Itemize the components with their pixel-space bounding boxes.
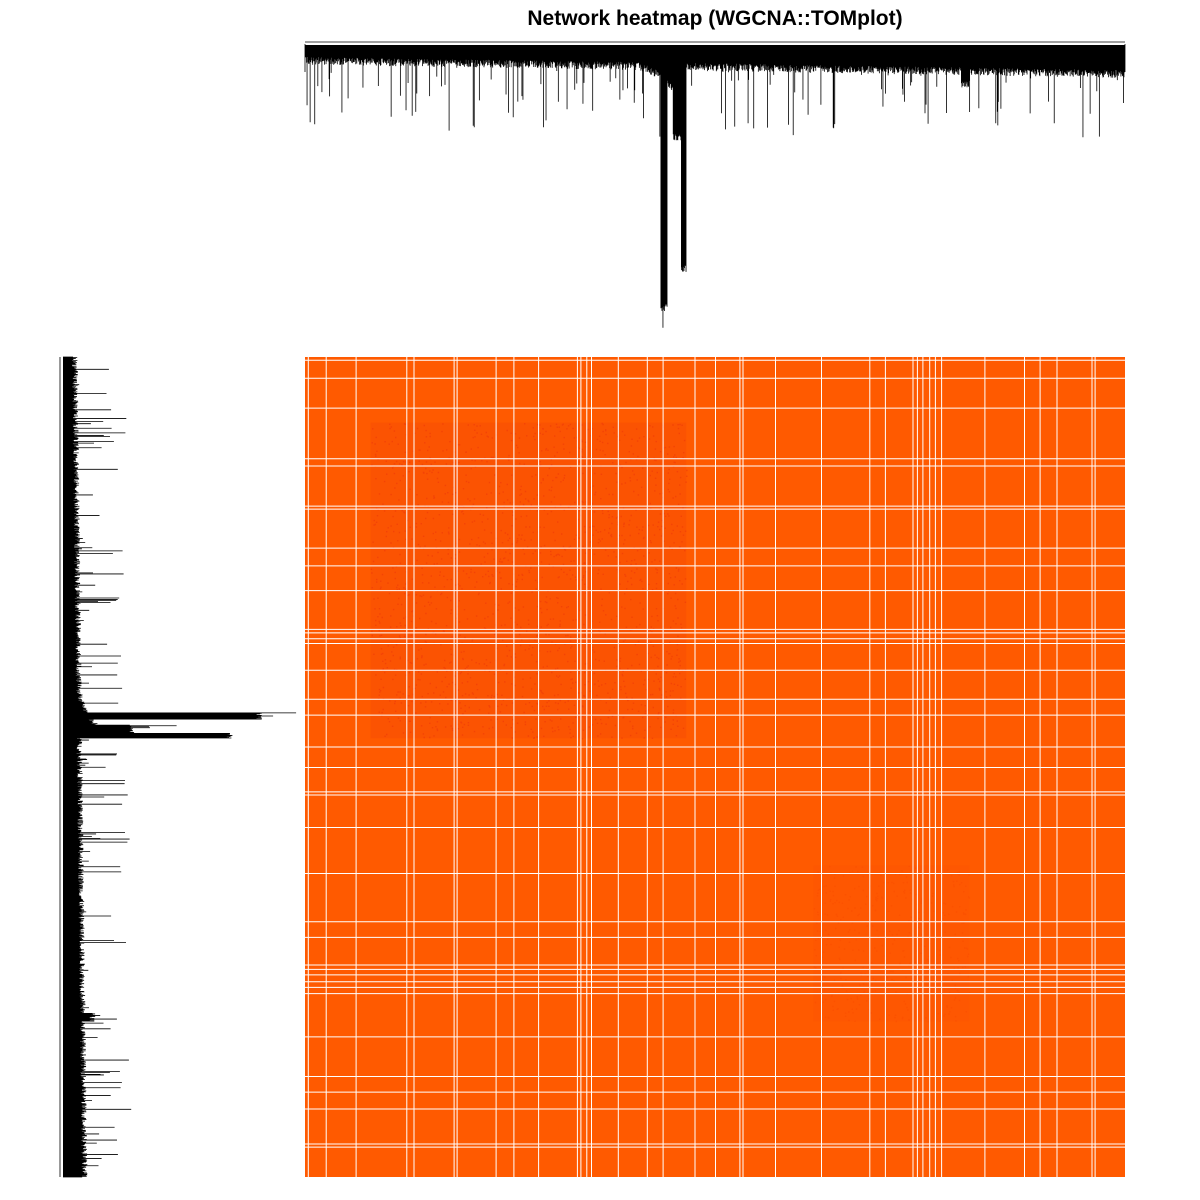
row-dendrogram: [59, 356, 297, 1178]
heatmap-dense-regions: [370, 422, 971, 1023]
horizontal-separators: [305, 359, 1125, 1148]
column-dendrogram-branches: [304, 41, 1126, 328]
column-dendrogram: [304, 41, 1126, 328]
tom-heatmap: [305, 357, 1125, 1177]
row-dendrogram-branches: [59, 356, 297, 1178]
chart-title: Network heatmap (WGCNA::TOMplot): [527, 7, 902, 30]
dense-block: [813, 865, 970, 1022]
dense-block: [370, 422, 687, 739]
heatmap-module-separators: [305, 357, 1125, 1177]
dense-block-texture: [813, 865, 971, 1023]
